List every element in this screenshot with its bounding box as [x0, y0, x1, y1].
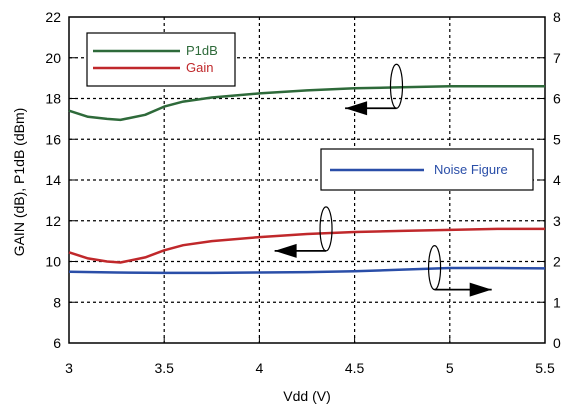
- y-left-tick-label: 6: [53, 335, 61, 351]
- y-right-tick-label: 2: [553, 254, 561, 270]
- y-left-tick-label: 16: [45, 131, 61, 147]
- y-left-tick-label: 12: [45, 213, 61, 229]
- legend-label-gain: Gain: [186, 60, 213, 75]
- annotations: [274, 63, 492, 297]
- x-tick-label: 4: [256, 360, 264, 376]
- y-left-tick-label: 22: [45, 9, 61, 25]
- y-right-tick-label: 0: [553, 335, 561, 351]
- legend-label-p1db: P1dB: [186, 43, 218, 58]
- legend-noise-figure: Noise Figure: [320, 148, 534, 191]
- y-axis-label: GAIN (dB), P1dB (dBm): [11, 108, 27, 257]
- y-left-tick-label: 8: [53, 294, 61, 310]
- y-left-tick-label: 18: [45, 91, 61, 107]
- x-tick-label: 5.5: [535, 360, 555, 376]
- annotation-arrow-head: [274, 243, 297, 258]
- series-lines: [68, 85, 546, 275]
- tick-marks: [68, 16, 546, 344]
- x-tick-labels: 3 3.5 4 4.5 5 5.5: [65, 360, 555, 376]
- y-left-tick-label: 20: [45, 50, 61, 66]
- annotation-arrow-head: [345, 101, 368, 116]
- series-line-p1db: [68, 85, 545, 122]
- legend-box: [86, 32, 236, 87]
- legend-label-noise-figure: Noise Figure: [434, 162, 508, 177]
- y-left-tick-label: 14: [45, 172, 61, 188]
- series-line-noise-figure: [68, 266, 546, 275]
- y-right-tick-label: 4: [553, 172, 561, 188]
- y-right-tick-label: 6: [553, 91, 561, 107]
- x-tick-label: 3: [65, 360, 73, 376]
- y-right-tick-label: 8: [553, 9, 561, 25]
- x-axis-label: Vdd (V): [283, 388, 330, 404]
- x-tick-label: 4.5: [345, 360, 365, 376]
- y-right-tick-label: 3: [553, 213, 561, 229]
- series-line-gain: [68, 227, 545, 264]
- y-right-tick-labels: 0 1 2 3 4 5 6 7 8: [553, 9, 561, 351]
- annotation-ellipse: [319, 206, 333, 252]
- legend-p1db-gain: P1dB Gain: [86, 32, 236, 87]
- x-tick-label: 5: [446, 360, 454, 376]
- annotation-arrow-head: [469, 282, 492, 297]
- y-right-tick-label: 7: [553, 50, 561, 66]
- y-right-tick-label: 5: [553, 131, 561, 147]
- y-right-tick-label: 1: [553, 294, 561, 310]
- y-left-tick-labels: 6 8 10 12 14 16 18 20 22: [45, 9, 61, 351]
- y-left-tick-label: 10: [45, 254, 61, 270]
- x-tick-label: 3.5: [154, 360, 174, 376]
